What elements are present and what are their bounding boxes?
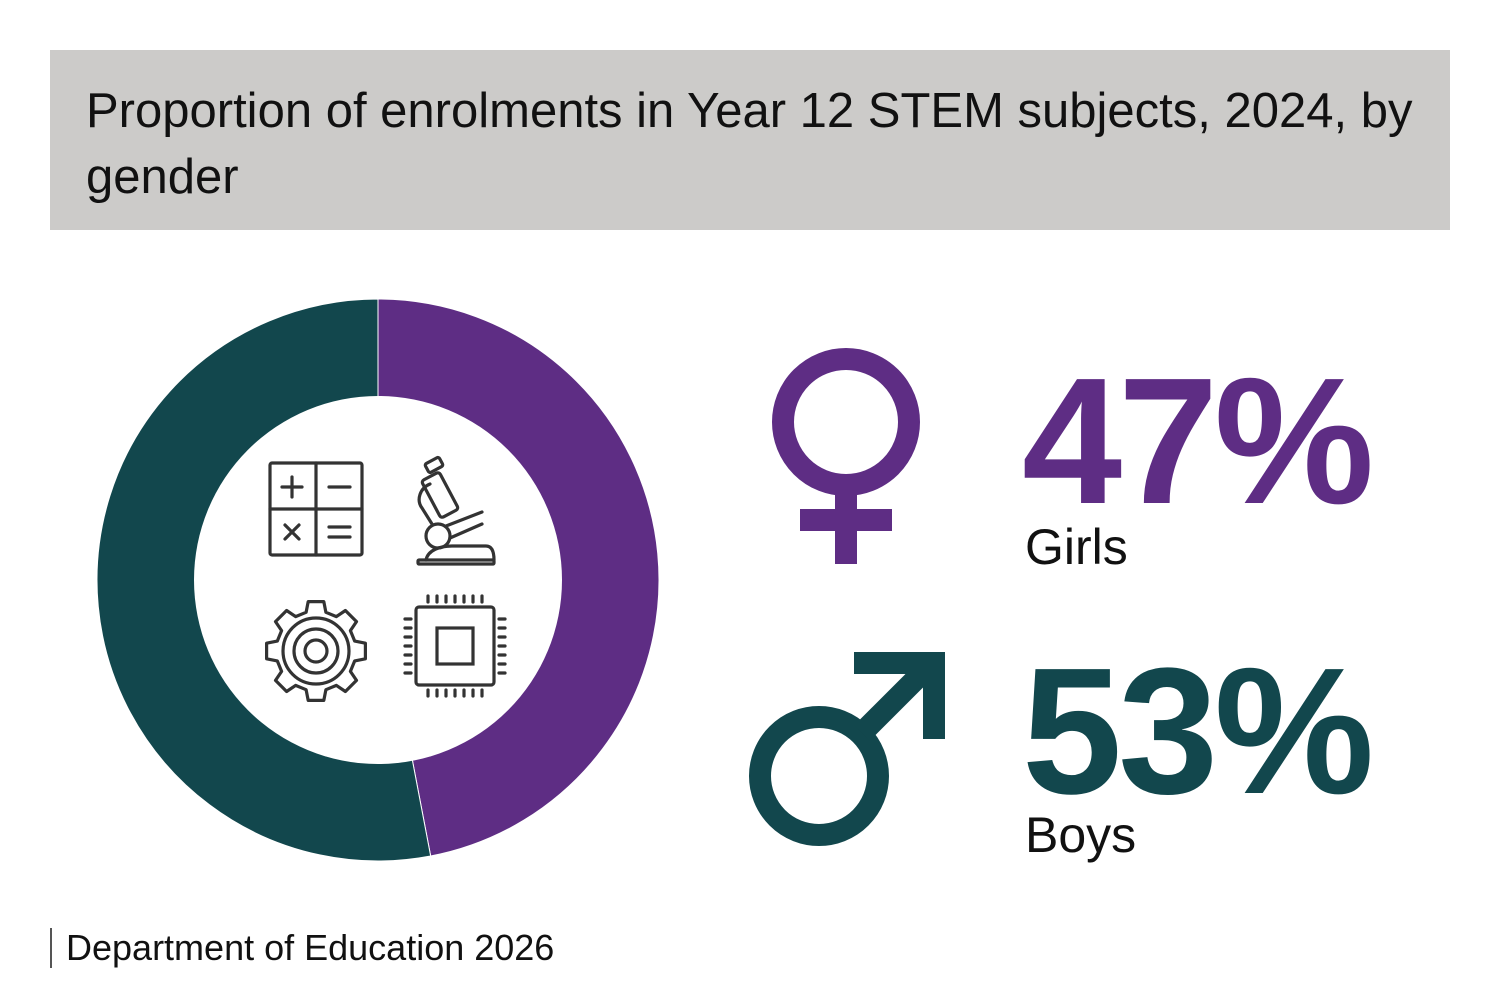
girls-label: Girls	[1025, 519, 1128, 575]
chart-title: Proportion of enrolments in Year 12 STEM…	[86, 84, 1413, 204]
microscope-icon	[416, 455, 496, 566]
source-credit: Department of Education 2026	[50, 928, 554, 968]
microchip-icon	[403, 594, 507, 698]
title-banner: Proportion of enrolments in Year 12 STEM…	[50, 50, 1450, 230]
math-operators-icon	[268, 461, 364, 557]
boys-label: Boys	[1025, 807, 1137, 863]
donut-chart	[96, 298, 660, 862]
boys-percentage: 53%	[1022, 631, 1374, 832]
donut-hole	[194, 396, 562, 764]
girls-percentage: 47%	[1022, 341, 1374, 542]
gear-icon	[265, 600, 367, 702]
